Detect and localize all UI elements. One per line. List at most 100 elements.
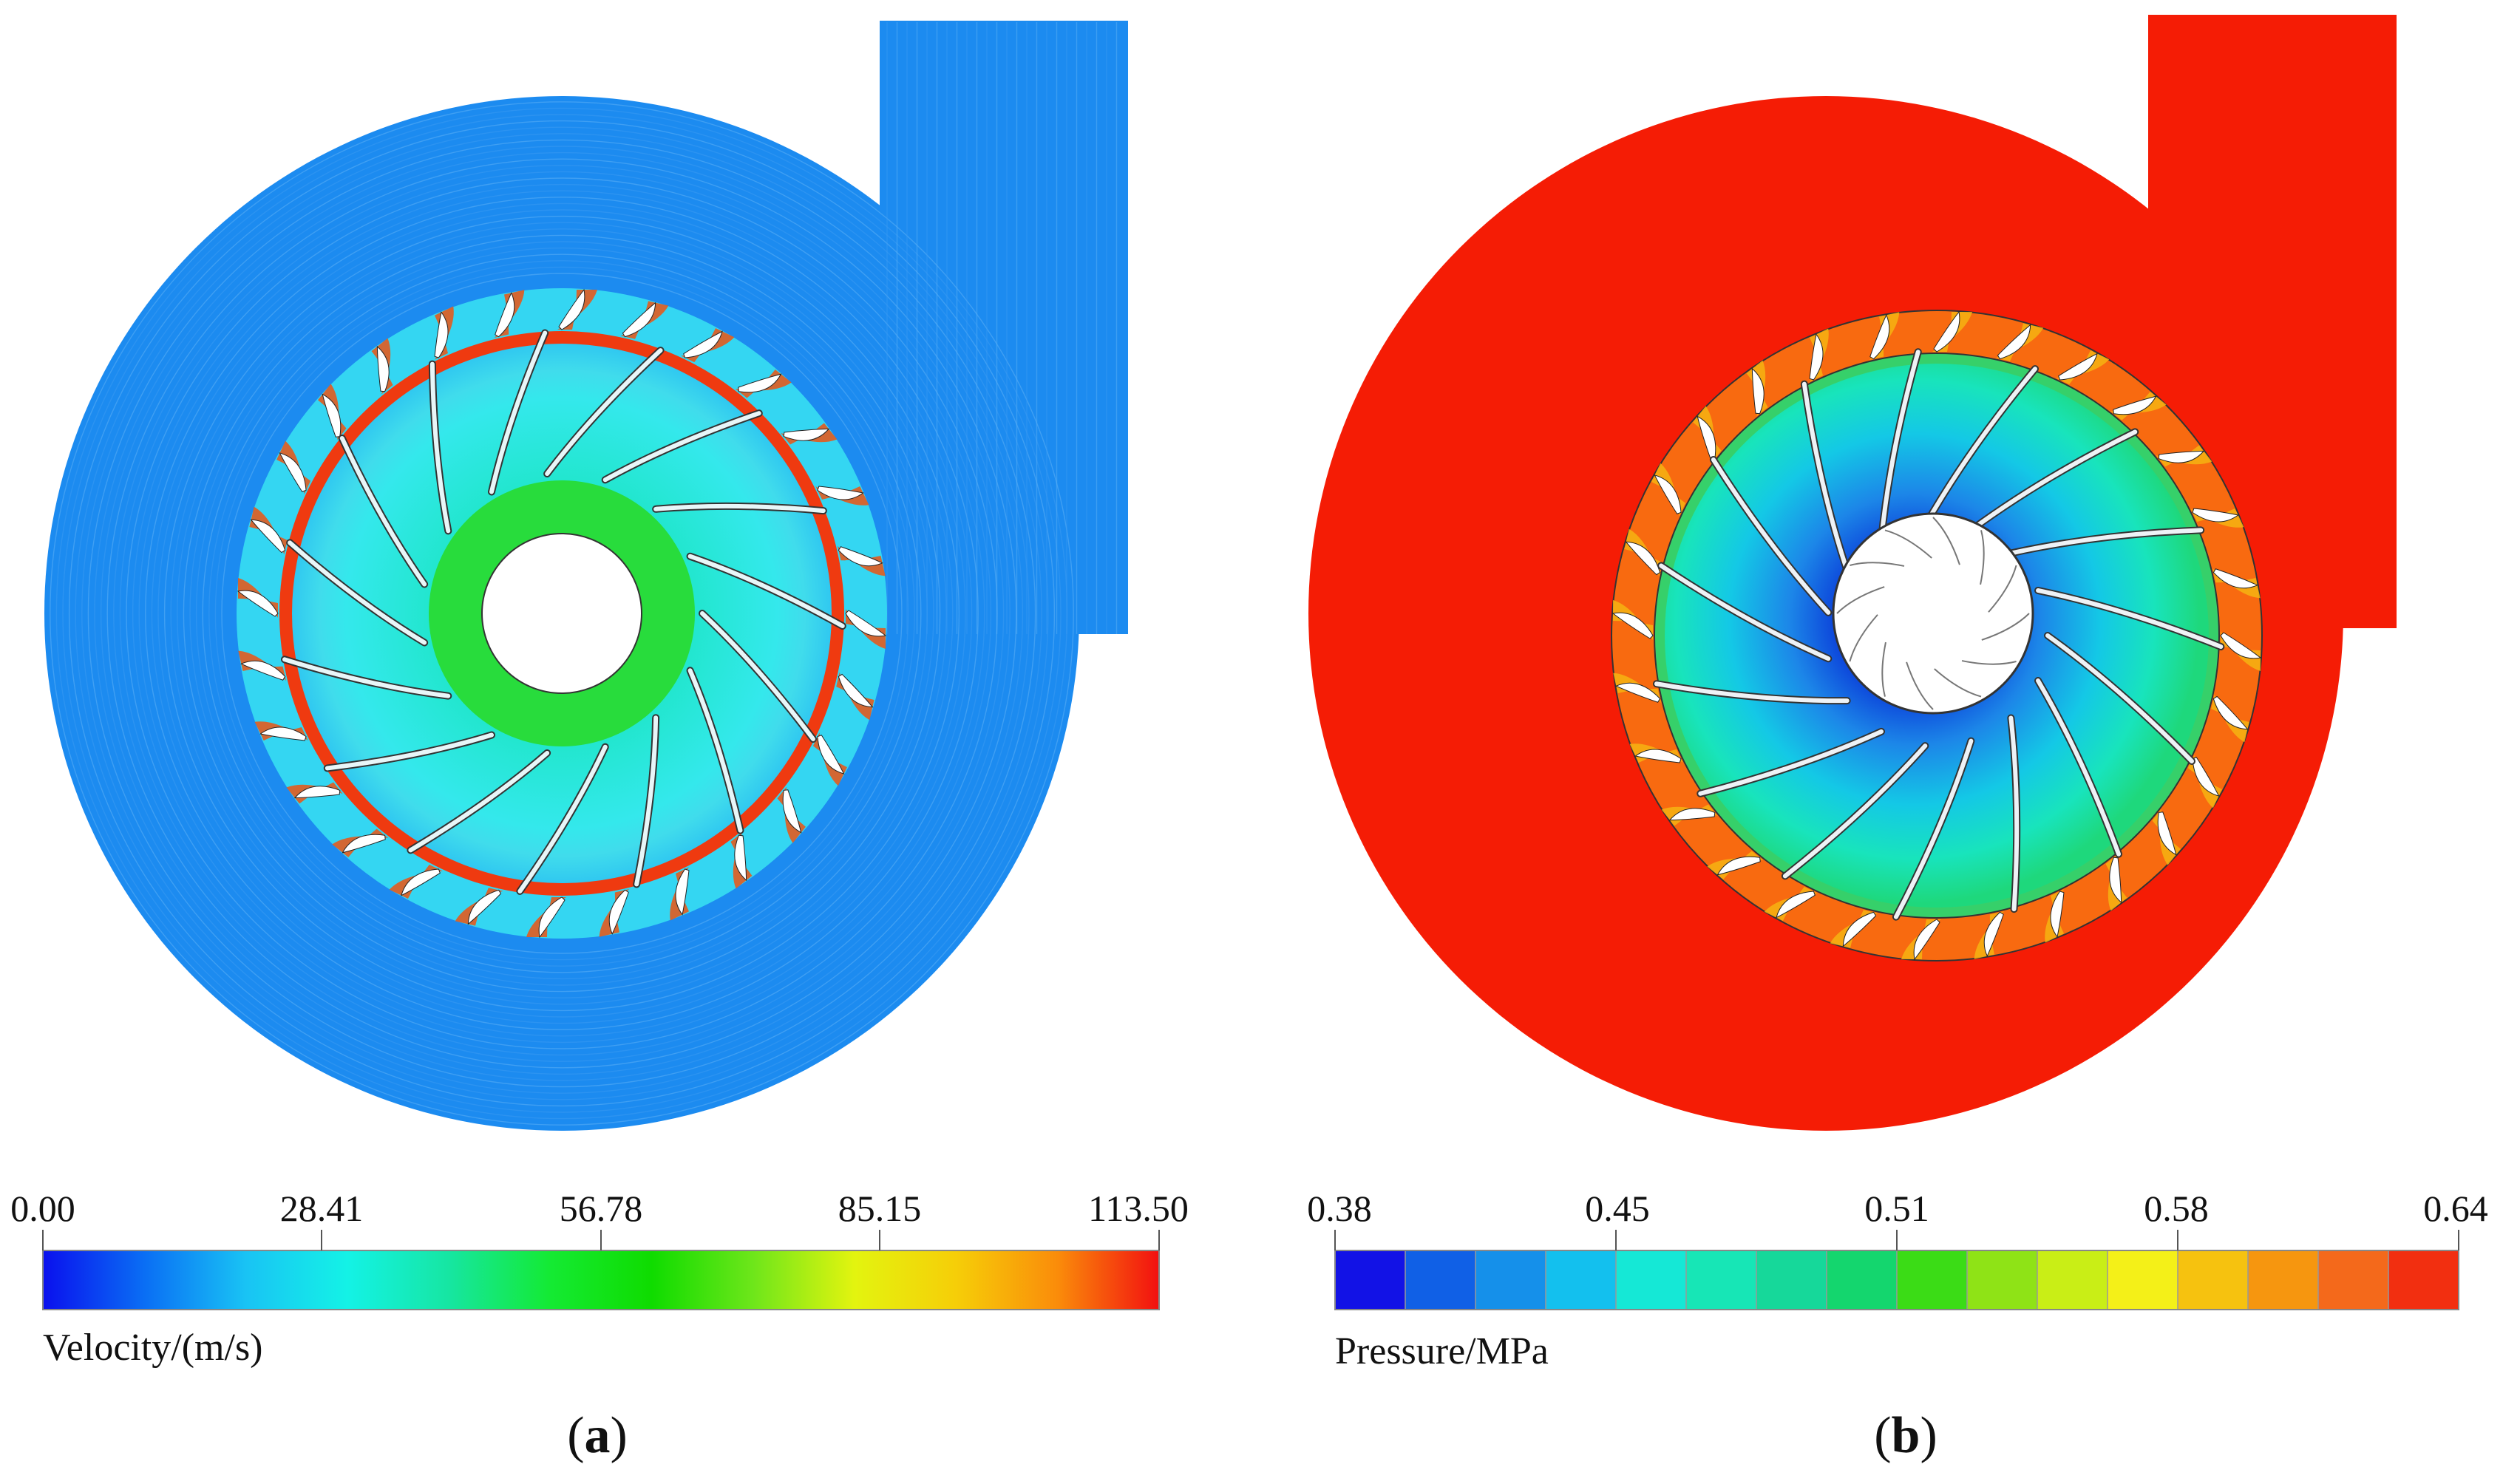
hub-b-inducer-lines	[1836, 517, 2030, 710]
diffuser-a-vane	[389, 864, 443, 899]
impeller-a-blade-face	[517, 744, 608, 894]
diffuser-b-blade	[1625, 541, 1661, 576]
diffuser-a-blade	[845, 610, 887, 637]
hub-b-inducer-line	[1884, 529, 1932, 559]
colorbar-b-tick-label: 0.58	[2144, 1188, 2209, 1229]
volute-a-streamline	[94, 146, 1030, 1081]
diffuser-b-vane	[2152, 809, 2181, 865]
diffuser-a-vane	[845, 609, 887, 649]
impeller-a-blade	[652, 502, 827, 515]
hub-b-inducer-line	[1980, 530, 1985, 585]
impeller-b-blade	[1921, 365, 2040, 529]
colorbar-b: 0.38 0.45 0.51 0.58 0.64 Pressure/MPa	[1307, 1188, 2488, 1372]
impeller-a-blade	[686, 552, 846, 630]
diffuser-b-vane	[1830, 910, 1878, 948]
diffuser-b-vane	[1995, 323, 2044, 361]
diffuser-a-vane	[371, 338, 393, 395]
diffuser-b-vane	[1707, 851, 1764, 879]
impeller-b-blade-face	[1923, 367, 2038, 528]
impeller-a-blade	[286, 539, 429, 647]
diffuser-b-blade	[2113, 395, 2157, 415]
diffuser-a-blade	[622, 302, 656, 338]
diffuser-b-vane	[2211, 694, 2249, 743]
diffuser-b-vane	[1693, 406, 1722, 463]
impeller-b-blade-face	[2036, 678, 2122, 857]
colorbar-b-band	[2178, 1250, 2249, 1310]
volute-a-streamline	[81, 133, 1042, 1094]
impeller-b-blade	[1709, 455, 1833, 616]
volute-a-streamline	[113, 165, 1011, 1062]
impeller-b-blade	[1781, 742, 1929, 880]
impeller-b-blade-face	[2045, 633, 2194, 763]
impeller-b-blade	[1967, 428, 2139, 534]
volute-a-streamline	[145, 197, 979, 1030]
impeller-a-blade-face	[687, 668, 743, 833]
diffuser-b-vane	[1974, 911, 2005, 959]
volute-a-streamline	[214, 266, 909, 961]
hub-b-inducer-line	[1961, 660, 2017, 665]
diffuser-b-blade	[1997, 324, 2031, 360]
diffuser-a-blade	[782, 789, 802, 834]
impeller-b-blade	[1697, 727, 1885, 797]
impeller-b-blade	[2034, 677, 2123, 858]
diffuser-b-blade	[2050, 891, 2065, 938]
diffuser-b-vane	[1612, 600, 1654, 640]
impeller-b-blade-face	[1782, 743, 1928, 879]
diffuser-a-vane	[434, 306, 454, 360]
diffuser-a-vanes	[237, 288, 887, 939]
impeller-b-blade-face	[2008, 528, 2204, 556]
volute-a-streamline	[119, 171, 1005, 1056]
impeller-b-blade	[2034, 586, 2225, 650]
colorbar-b-band	[2108, 1250, 2178, 1310]
diffuser-b-blade	[2192, 508, 2239, 523]
diffuser-b-blade	[2212, 695, 2249, 730]
hub-b	[1832, 512, 2034, 715]
colorbar-a-ticks	[42, 1230, 1160, 1250]
diffuser-a-vane	[526, 896, 566, 939]
colorbar-b-tick-label: 0.45	[1585, 1188, 1650, 1229]
diffuser-b-blade	[1933, 310, 1960, 353]
impeller-a-blade-face	[700, 611, 815, 741]
impeller-a-blade-face	[634, 715, 659, 887]
diffuser-b-blade	[1615, 682, 1661, 703]
impeller-b-blade-face	[1698, 729, 1884, 796]
colorbar-b-bands	[1335, 1250, 2459, 1310]
volute-a-streamlines	[50, 22, 1118, 1126]
impeller-b-blade-face	[2008, 715, 2020, 912]
hub-b-inducer-line	[1988, 565, 2017, 613]
colorbar-a-tick-label: 56.78	[560, 1188, 643, 1229]
diffuser-b-blade	[1654, 474, 1682, 514]
diffuser-b-vane	[2045, 889, 2065, 943]
impeller-b-blade	[2007, 714, 2021, 913]
impeller-b-blade-face	[1801, 381, 1850, 573]
diffuser-a-vane	[494, 290, 525, 338]
impeller-b-blade	[2044, 632, 2195, 765]
diffuser-b-blade	[1842, 911, 1877, 947]
diffuser-b-blade	[1697, 415, 1716, 460]
diffuser-a-blade	[538, 896, 566, 939]
colorbar-a-tick-label: 113.50	[1088, 1188, 1189, 1229]
diffuser-b-vane	[2187, 755, 2222, 809]
diffuser-a-blade	[293, 786, 341, 799]
diffuser-a-vane	[318, 384, 347, 440]
impeller-b-blade-face	[1711, 457, 1831, 615]
volute-a-streamline	[75, 126, 1049, 1100]
diffuser-a-vane	[670, 867, 690, 921]
diffuser-b-blade	[1612, 612, 1654, 639]
volute-a-streamline	[50, 101, 1074, 1126]
impeller-a-blade	[686, 667, 744, 834]
colorbar-b-band	[1827, 1250, 1898, 1310]
diffuser-b-vane	[1746, 360, 1768, 417]
volute-a-streamline	[157, 209, 966, 1018]
diffuser-b-vanes	[1612, 310, 2262, 961]
diffuser-a-vane	[249, 506, 288, 555]
diffuser-a-vane	[735, 370, 792, 398]
volute-a-streamline	[163, 215, 960, 1012]
diffuser-a-blade	[322, 393, 342, 438]
volute-a-streamline	[151, 202, 973, 1024]
diffuser-a-vane	[730, 832, 753, 889]
diffuser-a-vane	[455, 888, 503, 926]
diffuser-a-blade	[259, 726, 307, 741]
impeller-a	[279, 329, 846, 896]
panel-a-caption: (a)	[567, 1407, 628, 1464]
